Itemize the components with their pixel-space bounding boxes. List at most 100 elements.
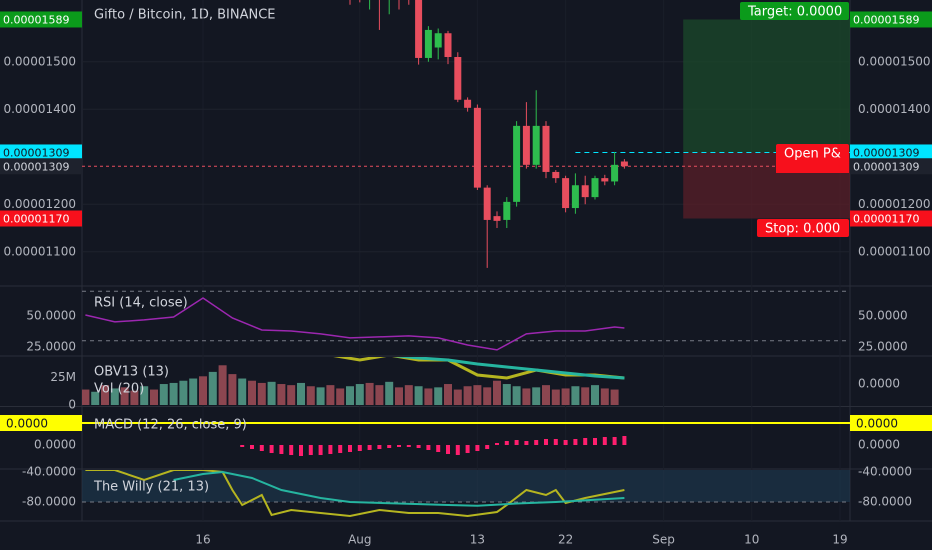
macd-bar bbox=[622, 436, 627, 445]
macd-bar bbox=[387, 445, 392, 448]
pane bbox=[82, 357, 625, 405]
price-level-label: 0.00001309 bbox=[3, 146, 69, 159]
volume-bar bbox=[444, 384, 452, 405]
candle-body bbox=[532, 125, 540, 165]
pane-label: MACD (12, 26, close, 9) bbox=[94, 418, 247, 433]
last-price-label: 0.00001309 bbox=[853, 160, 919, 173]
y-tick-label: 0.00001400 bbox=[3, 102, 76, 116]
candle-body bbox=[611, 164, 619, 182]
pane bbox=[82, 470, 850, 518]
macd-bar bbox=[475, 445, 480, 451]
macd-bar bbox=[446, 445, 450, 454]
x-tick-label: Aug bbox=[348, 533, 371, 547]
volume-bar bbox=[199, 376, 207, 405]
candle-body bbox=[522, 125, 530, 165]
pane bbox=[82, 0, 850, 268]
macd-bar bbox=[259, 445, 264, 451]
candle-body bbox=[591, 178, 599, 198]
candle-body bbox=[483, 187, 491, 220]
candle-body bbox=[424, 29, 432, 58]
volume-bar bbox=[336, 388, 345, 405]
rsi-line bbox=[85, 297, 625, 351]
y-tick-label: 25.0000 bbox=[26, 339, 76, 353]
target-label-box bbox=[740, 2, 849, 20]
volume-bar bbox=[493, 380, 501, 405]
macd-bar bbox=[426, 445, 431, 450]
y-tick-label: -40.0000 bbox=[858, 465, 912, 479]
macd-bar bbox=[279, 445, 284, 454]
volume-bar bbox=[316, 387, 325, 405]
pane-label: OBV13 (13) bbox=[94, 365, 169, 380]
macd-bar bbox=[308, 445, 313, 455]
volume-bar bbox=[346, 386, 354, 405]
y-tick-label: 0.0000 bbox=[858, 377, 900, 391]
volume-bar bbox=[512, 386, 521, 405]
volume-bar bbox=[483, 387, 492, 405]
volume-bar bbox=[551, 389, 560, 405]
macd-bar bbox=[269, 445, 274, 453]
y-tick-label: -80.0000 bbox=[858, 495, 912, 509]
x-tick-label: 22 bbox=[558, 533, 573, 547]
macd-bar bbox=[563, 440, 568, 445]
price-level-tag bbox=[850, 144, 932, 161]
candle-body bbox=[620, 161, 628, 167]
pane-label: The Willy (21, 13) bbox=[93, 480, 209, 495]
volume-bar bbox=[581, 387, 590, 405]
marker-label: 0.0000 bbox=[6, 417, 48, 431]
macd-bar bbox=[495, 443, 499, 445]
volume-bar bbox=[179, 380, 188, 405]
volume-bar bbox=[355, 384, 364, 405]
volume-bar bbox=[365, 382, 374, 405]
candle-body bbox=[601, 178, 609, 182]
macd-bar bbox=[465, 445, 470, 453]
volume-bar bbox=[287, 385, 296, 405]
x-tick-label: 19 bbox=[832, 533, 847, 547]
candle-body bbox=[415, 0, 423, 58]
price-level-tag bbox=[0, 144, 82, 161]
macd-bar bbox=[357, 445, 362, 451]
x-tick-label: 16 bbox=[195, 533, 210, 547]
volume-bar bbox=[473, 385, 482, 405]
volume-bar bbox=[434, 387, 443, 405]
macd-bar bbox=[377, 445, 382, 449]
macd-bar bbox=[367, 445, 372, 450]
volume-bar bbox=[532, 387, 541, 405]
y-tick-label: 0.00001100 bbox=[858, 244, 931, 258]
volume-bar bbox=[120, 387, 129, 405]
stop-label-box bbox=[757, 219, 849, 237]
macd-bar bbox=[602, 437, 607, 445]
chart-title: Gifto / Bitcoin, 1D, BINANCE bbox=[94, 8, 276, 23]
price-level-label: 0.00001589 bbox=[3, 13, 69, 26]
candle-body bbox=[434, 33, 442, 48]
macd-bar bbox=[318, 445, 323, 455]
volume-bar bbox=[424, 388, 433, 405]
macd-bar bbox=[328, 445, 333, 454]
macd-bar bbox=[406, 445, 411, 447]
willy-line bbox=[173, 470, 625, 507]
y-tick-label: 0.00001500 bbox=[3, 54, 76, 68]
candle-body bbox=[571, 185, 579, 209]
volume-bar bbox=[238, 378, 247, 405]
macd-bar bbox=[553, 439, 558, 445]
y-tick-label: 0 bbox=[68, 398, 76, 412]
volume-bar bbox=[150, 389, 158, 405]
y-tick-label: 0.0000 bbox=[858, 438, 900, 452]
candle-body bbox=[464, 99, 472, 108]
marker-tag bbox=[850, 415, 932, 431]
volume-bar bbox=[267, 381, 276, 405]
volume-bar bbox=[404, 385, 413, 405]
volume-bar bbox=[453, 389, 462, 405]
volume-bar bbox=[169, 382, 178, 405]
volume-bar bbox=[571, 386, 580, 405]
candle-body bbox=[493, 216, 501, 221]
last-price-tag bbox=[850, 158, 932, 175]
volume-bar bbox=[385, 381, 394, 405]
macd-bar bbox=[289, 445, 294, 455]
y-tick-label: 0.00001200 bbox=[3, 197, 76, 211]
volume-bar bbox=[306, 386, 315, 405]
y-tick-label: 0.00001500 bbox=[858, 54, 931, 68]
y-tick-label: 0.00001100 bbox=[3, 244, 76, 258]
price-level-label: 0.00001170 bbox=[3, 213, 69, 226]
